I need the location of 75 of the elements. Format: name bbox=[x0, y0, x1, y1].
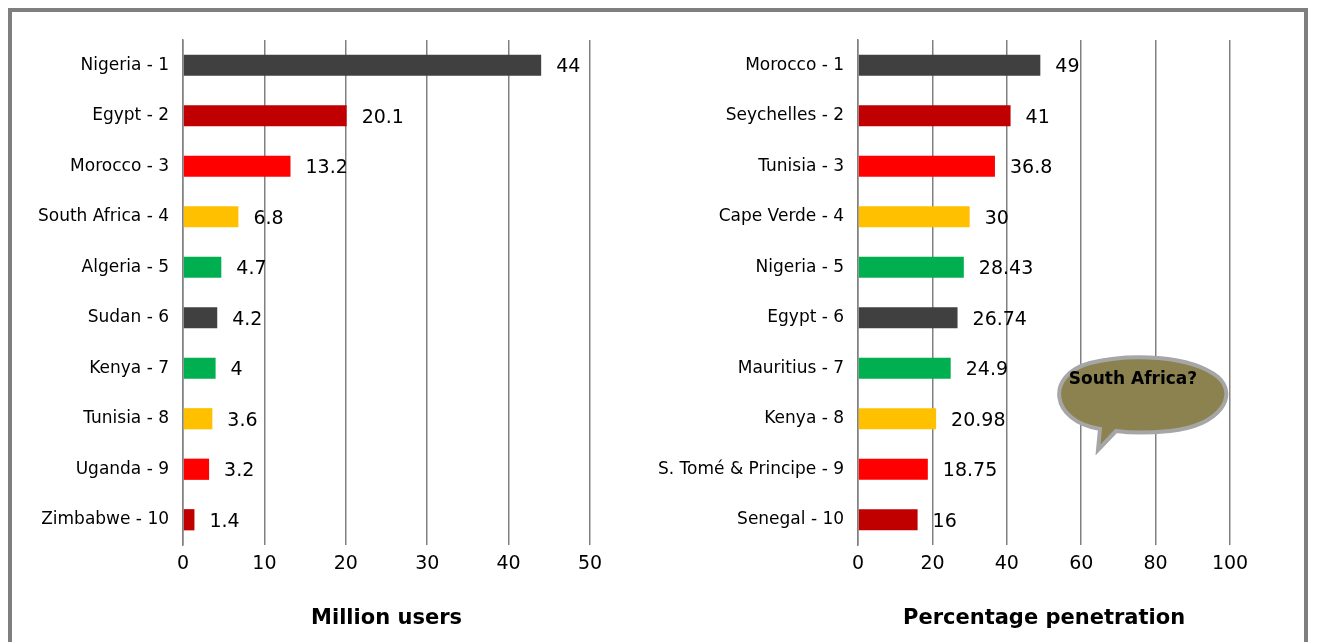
bar bbox=[183, 357, 216, 379]
y-tick-label: Sudan - 6 bbox=[87, 306, 170, 327]
data-label: 6.8 bbox=[253, 205, 284, 228]
bar bbox=[858, 509, 918, 531]
bar bbox=[858, 105, 1011, 127]
x-tick-label: 30 bbox=[415, 551, 440, 574]
data-label: 41 bbox=[1025, 104, 1050, 127]
x-tick-label: 10 bbox=[252, 551, 277, 574]
x-tick-label: 0 bbox=[852, 551, 865, 574]
data-label: 18.75 bbox=[942, 458, 998, 481]
bar bbox=[858, 155, 995, 177]
y-tick-label: Tunisia - 8 bbox=[82, 407, 170, 428]
y-tick-label: Algeria - 5 bbox=[81, 255, 170, 276]
x-axis-title: Million users bbox=[311, 604, 462, 629]
y-tick-label: Nigeria - 1 bbox=[80, 53, 170, 74]
y-tick-label: Tunisia - 3 bbox=[757, 154, 845, 175]
x-tick-label: 100 bbox=[1211, 551, 1249, 574]
bar bbox=[183, 155, 291, 177]
y-tick-label: Senegal - 10 bbox=[737, 508, 845, 529]
y-tick-label: South Africa - 4 bbox=[37, 205, 170, 226]
data-label: 4.2 bbox=[232, 306, 263, 329]
bar bbox=[183, 307, 218, 329]
bar bbox=[858, 357, 951, 379]
x-tick-label: 40 bbox=[994, 551, 1019, 574]
data-label: 16 bbox=[932, 508, 957, 531]
data-label: 20.1 bbox=[361, 104, 404, 127]
y-tick-label: Morocco - 1 bbox=[745, 53, 845, 74]
data-label: 3.2 bbox=[224, 458, 255, 481]
annotation: South Africa? bbox=[1067, 368, 1199, 388]
y-tick-label: Morocco - 3 bbox=[70, 154, 170, 175]
y-tick-label: S. Tomé & Principe - 9 bbox=[657, 457, 845, 478]
data-label: 49 bbox=[1055, 54, 1080, 77]
x-tick-label: 40 bbox=[496, 551, 521, 574]
y-tick-label: Kenya - 8 bbox=[764, 407, 845, 428]
y-tick-label: Mauritius - 7 bbox=[737, 356, 845, 377]
data-label: 24.9 bbox=[965, 357, 1009, 380]
data-label: 13.2 bbox=[305, 155, 348, 178]
x-tick-label: 50 bbox=[577, 551, 603, 574]
x-axis-title: Percentage penetration bbox=[903, 604, 1186, 629]
data-label: 4 bbox=[230, 357, 243, 380]
bar bbox=[183, 256, 222, 278]
y-tick-label: Nigeria - 5 bbox=[755, 255, 845, 276]
y-tick-label: Zimbabwe - 10 bbox=[41, 508, 170, 529]
x-tick-label: 80 bbox=[1143, 551, 1168, 574]
y-tick-label: Seychelles - 2 bbox=[725, 104, 845, 125]
bar bbox=[183, 408, 213, 430]
data-label: 28.43 bbox=[978, 256, 1034, 279]
bar bbox=[183, 105, 347, 127]
y-tick-label: Cape Verde - 4 bbox=[718, 205, 845, 226]
data-label: 36.8 bbox=[1009, 155, 1053, 178]
x-tick-label: 60 bbox=[1069, 551, 1094, 574]
bar bbox=[858, 54, 1041, 76]
y-tick-label: Egypt - 6 bbox=[767, 306, 845, 327]
bar bbox=[858, 458, 928, 480]
bar bbox=[858, 307, 958, 329]
data-label: 26.74 bbox=[972, 306, 1027, 329]
x-tick-label: 0 bbox=[177, 551, 190, 574]
y-tick-label: Uganda - 9 bbox=[75, 457, 170, 478]
x-tick-label: 20 bbox=[920, 551, 945, 574]
bar bbox=[858, 206, 970, 228]
bar bbox=[183, 458, 210, 480]
bar bbox=[183, 54, 542, 76]
data-label: 44 bbox=[556, 54, 581, 77]
x-tick-label: 20 bbox=[333, 551, 358, 574]
data-label: 3.6 bbox=[227, 407, 258, 430]
bar bbox=[858, 256, 964, 278]
bar bbox=[858, 408, 937, 430]
data-label: 1.4 bbox=[209, 508, 240, 531]
y-tick-label: Kenya - 7 bbox=[89, 356, 170, 377]
data-label: 20.98 bbox=[951, 407, 1006, 430]
y-tick-label: Egypt - 2 bbox=[92, 104, 170, 125]
data-label: 4.7 bbox=[236, 256, 267, 279]
bar bbox=[183, 206, 239, 228]
data-label: 30 bbox=[984, 205, 1009, 228]
bar bbox=[183, 509, 195, 531]
